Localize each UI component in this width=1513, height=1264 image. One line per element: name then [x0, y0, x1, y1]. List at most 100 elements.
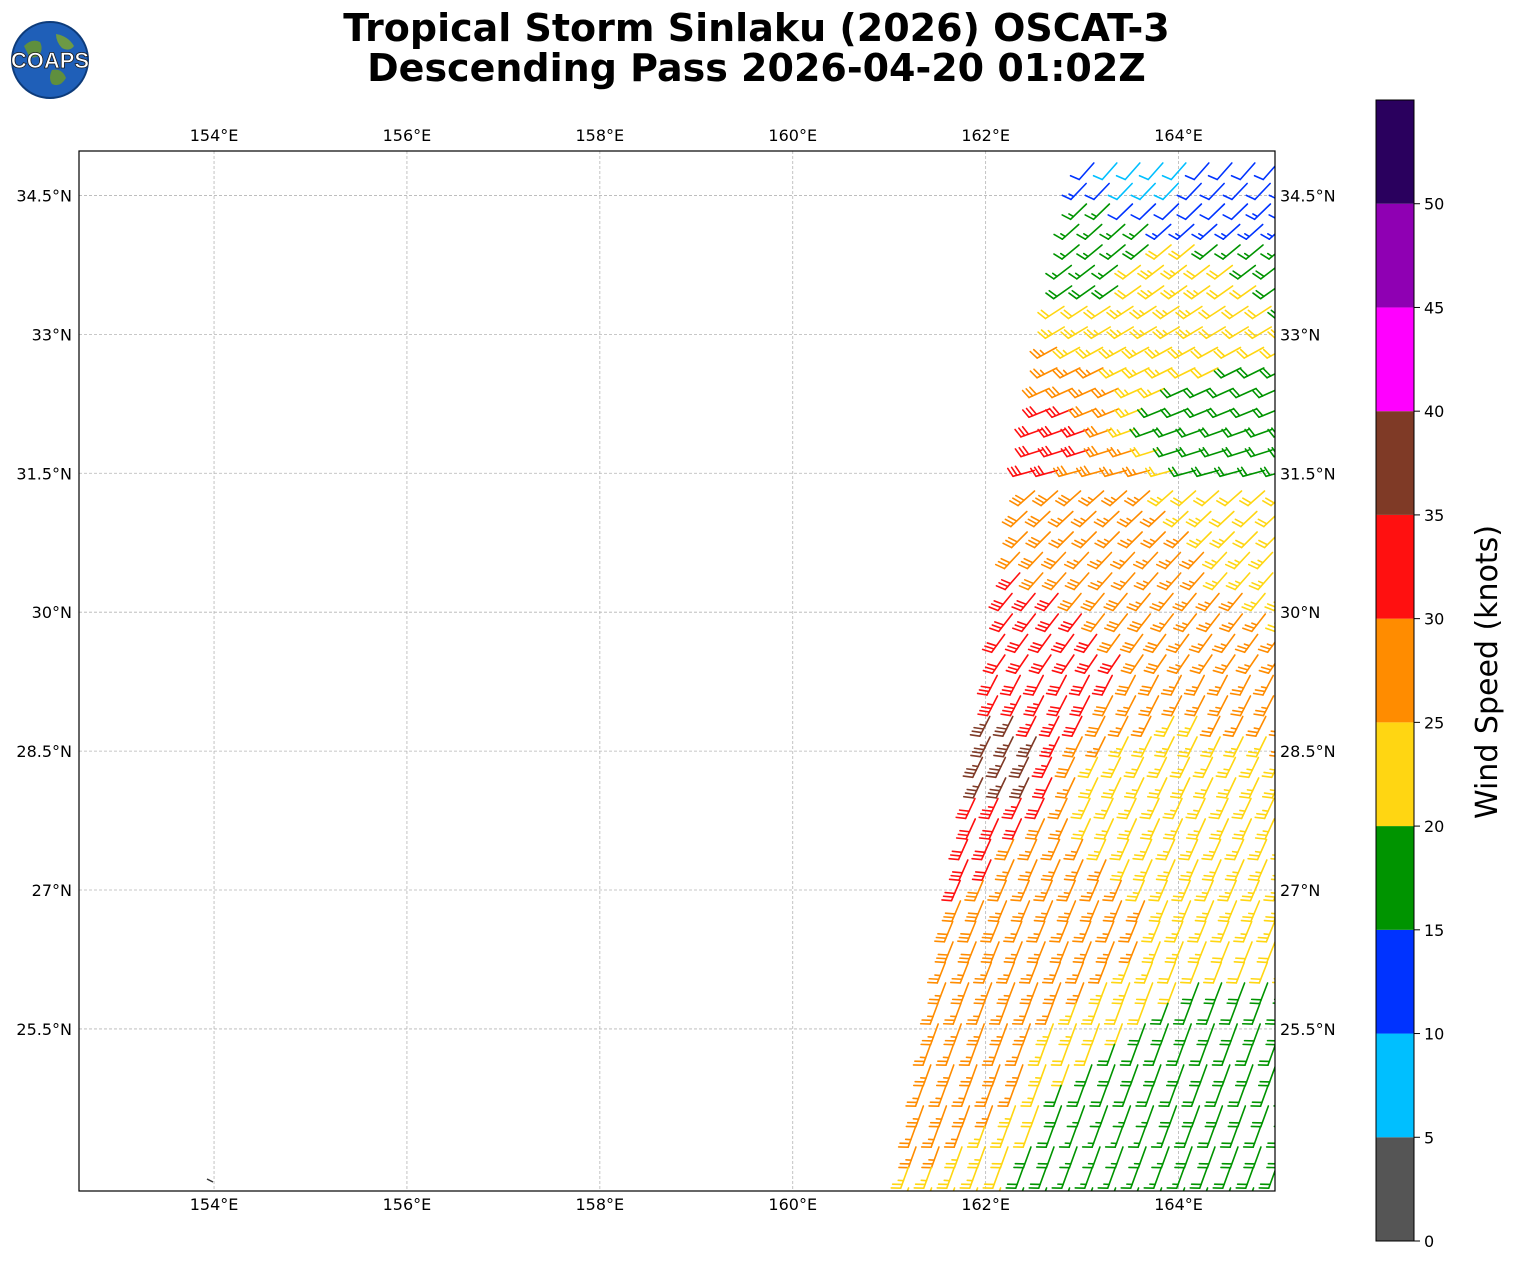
wind-barb — [1073, 633, 1098, 654]
lat-ticks-left: 34.5°N 33°N 31.5°N 30°N 28.5°N 27°N 25.5°N — [16, 186, 72, 1038]
colorbar-tick: 50 — [1424, 195, 1444, 214]
wind-barb — [1038, 715, 1060, 737]
wind-barb — [1190, 346, 1219, 359]
wind-barb — [1048, 531, 1074, 549]
wind-barb — [942, 1002, 962, 1025]
wind-barb — [1230, 162, 1256, 181]
wind-barb — [1257, 1043, 1275, 1066]
wind-barb — [1221, 326, 1249, 340]
wind-barb — [1045, 285, 1073, 300]
wind-barb — [1069, 162, 1095, 181]
wind-barb — [1153, 715, 1175, 737]
wind-barb — [1101, 490, 1128, 507]
wind-barb — [1272, 998, 1275, 1004]
wind-barb — [1209, 531, 1235, 549]
wind-barb — [1175, 326, 1203, 340]
wind-barb — [1051, 1166, 1071, 1189]
lon-tick-bottom: 158°E — [576, 1195, 625, 1214]
map-title: Tropical Storm Sinlaku (2026) OSCAT-3 De… — [0, 8, 1513, 88]
wind-barb — [1166, 654, 1190, 674]
wind-barb — [1093, 797, 1114, 820]
wind-barb — [1250, 1105, 1270, 1128]
wind-barb — [1165, 633, 1190, 654]
wind-barb — [1178, 838, 1199, 861]
colorbar-tick: 15 — [1424, 921, 1444, 940]
wind-barb — [1220, 1146, 1239, 1169]
wind-barb — [1112, 1084, 1131, 1107]
wind-barb — [1139, 510, 1166, 528]
wind-barb — [1076, 244, 1103, 260]
map-frame — [78, 150, 1276, 1192]
wind-barb — [1075, 346, 1104, 359]
wind-barb — [1070, 818, 1092, 840]
lon-ticks-top: 154°E 156°E 158°E 160°E 162°E 164°E — [190, 126, 1203, 145]
wind-barb — [1190, 367, 1219, 379]
wind-barb — [1236, 346, 1265, 359]
wind-barb — [928, 1084, 947, 1107]
wind-barb — [1185, 797, 1206, 820]
wind-barb — [1245, 715, 1267, 737]
wind-barb — [1196, 1023, 1215, 1046]
wind-barb — [1265, 622, 1275, 633]
wind-barb — [1057, 592, 1082, 612]
wind-barb — [1232, 531, 1258, 549]
wind-barb — [1130, 203, 1157, 221]
wind-barb — [1217, 900, 1238, 923]
wind-barb — [1061, 182, 1087, 201]
wind-barb — [1035, 613, 1060, 633]
wind-barb — [920, 1125, 940, 1148]
wind-barb — [1039, 736, 1060, 758]
wind-barb — [912, 1064, 932, 1087]
lat-tick-right: 33°N — [1280, 325, 1320, 344]
lon-tick-bottom: 154°E — [190, 1195, 239, 1214]
wind-barb — [1135, 1105, 1155, 1128]
wind-barb — [1014, 445, 1043, 458]
wind-barb — [1216, 490, 1243, 507]
wind-barb — [1115, 695, 1137, 717]
wind-barb — [1121, 367, 1150, 379]
wind-barb — [1032, 490, 1059, 507]
wind-barb — [1200, 736, 1221, 758]
wind-barb — [1072, 920, 1092, 943]
wind-barb — [1207, 162, 1233, 181]
wind-barb — [1133, 572, 1159, 591]
wind-barb — [1236, 367, 1265, 379]
wind-barb — [1012, 1023, 1031, 1046]
wind-barb — [995, 572, 1021, 591]
wind-barb — [1148, 879, 1168, 902]
wind-barb — [943, 1023, 962, 1046]
wind-barb — [1033, 900, 1054, 923]
wind-barb — [1118, 920, 1138, 943]
wind-barb — [1245, 203, 1272, 221]
wind-barb — [981, 1064, 1001, 1087]
wind-barb — [1133, 961, 1154, 984]
wind-barb — [1251, 388, 1275, 399]
colorbar-tick: 40 — [1424, 402, 1444, 421]
wind-barb — [1086, 838, 1107, 861]
wind-barb — [1226, 982, 1246, 1005]
wind-barb — [1224, 551, 1251, 570]
wind-barb — [1176, 182, 1202, 201]
wind-barb — [1219, 613, 1244, 633]
lat-tick-right: 25.5°N — [1280, 1020, 1336, 1039]
wind-barb — [1241, 592, 1266, 612]
wind-barb — [1155, 859, 1176, 881]
wind-barb — [1243, 1146, 1262, 1169]
colorbar: 0 5 10 15 20 25 30 35 40 45 50 — [1375, 99, 1444, 1251]
wind-barb — [987, 879, 1007, 902]
wind-barb — [1089, 1084, 1108, 1107]
wind-barb — [1031, 777, 1053, 799]
wind-barb — [958, 1064, 978, 1087]
lat-tick-left: 33°N — [32, 325, 72, 344]
wind-barb — [1022, 406, 1051, 419]
colorbar-tick: 25 — [1424, 713, 1444, 732]
wind-barb — [1098, 346, 1127, 359]
wind-barb — [1235, 654, 1259, 674]
wind-barb — [1040, 838, 1061, 861]
wind-barb — [1214, 223, 1241, 240]
wind-barb — [1052, 465, 1082, 478]
wind-barb — [1034, 1002, 1054, 1025]
wind-barb — [1161, 162, 1187, 181]
wind-barb — [1183, 264, 1211, 280]
wind-barb — [1263, 912, 1275, 923]
